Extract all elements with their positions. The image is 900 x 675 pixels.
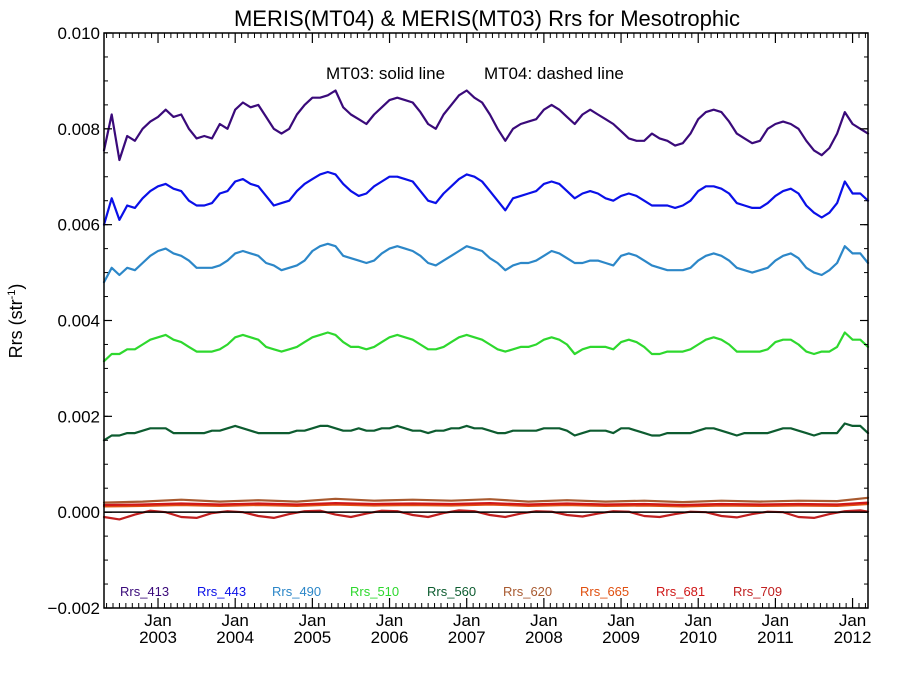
x-tick-month: Jan (839, 611, 866, 630)
x-tick-year: 2003 (139, 628, 177, 647)
x-tick-year: 2012 (834, 628, 872, 647)
series-line-rrs-490 (102, 242, 870, 284)
y-axis-label-main: Rrs (str (6, 299, 26, 358)
x-tick-year: 2006 (371, 628, 409, 647)
y-tick-label: 0.006 (57, 216, 100, 235)
legend-label-rrs-443: Rrs_443 (197, 584, 246, 599)
annotation-solid: MT03: solid line (326, 64, 445, 83)
x-tick-year: 2009 (602, 628, 640, 647)
series-line-rrs-620 (102, 496, 870, 504)
series-line-rrs-510 (102, 331, 870, 363)
x-tick-month: Jan (376, 611, 403, 630)
series-line-rrs-443 (102, 170, 870, 226)
y-tick-label: −0.002 (48, 599, 100, 618)
x-tick-year: 2007 (448, 628, 486, 647)
y-tick-label: 0.002 (57, 407, 100, 426)
chart-title: MERIS(MT04) & MERIS(MT03) Rrs for Mesotr… (234, 6, 740, 31)
legend-label-rrs-560: Rrs_560 (427, 584, 476, 599)
y-axis-label-sup: -1 (6, 290, 18, 300)
x-tick-month: Jan (685, 611, 712, 630)
series-line-rrs-413 (102, 89, 870, 162)
series-line-rrs-665 (102, 502, 870, 508)
series-line-rrs-560 (102, 422, 870, 442)
legend-label-rrs-490: Rrs_490 (272, 584, 321, 599)
x-tick-month: Jan (453, 611, 480, 630)
legend-label-rrs-681: Rrs_681 (656, 584, 705, 599)
x-tick-year: 2004 (216, 628, 254, 647)
y-tick-label: 0.004 (57, 312, 100, 331)
x-tick-month: Jan (762, 611, 789, 630)
x-tick-month: Jan (221, 611, 248, 630)
y-tick-label: 0.000 (57, 503, 100, 522)
legend-label-rrs-510: Rrs_510 (350, 584, 399, 599)
x-tick-year: 2008 (525, 628, 563, 647)
legend-label-rrs-620: Rrs_620 (503, 584, 552, 599)
annotation-dashed: MT04: dashed line (484, 64, 624, 83)
x-tick-month: Jan (607, 611, 634, 630)
series-group (102, 89, 870, 521)
series-line-rrs-681 (102, 501, 870, 507)
legend-label-rrs-413: Rrs_413 (120, 584, 169, 599)
x-tick-month: Jan (299, 611, 326, 630)
legend-label-rrs-709: Rrs_709 (733, 584, 782, 599)
y-axis-label: Rrs (str-1) (6, 284, 26, 359)
y-axis-label-end: ) (6, 284, 26, 290)
x-tick-year: 2005 (293, 628, 331, 647)
y-tick-label: 0.010 (57, 24, 100, 43)
plot-frame (103, 32, 869, 609)
x-tick-year: 2010 (679, 628, 717, 647)
legend: Rrs_413 Rrs_443 Rrs_490 Rrs_510 Rrs_560 Rrs_6… (120, 584, 782, 599)
x-tick-month: Jan (530, 611, 557, 630)
x-tick-year: 2011 (757, 628, 794, 647)
legend-label-rrs-665: Rrs_665 (580, 584, 629, 599)
ticks-group: −0.0020.0000.0020.0040.0060.0080.010Jan2… (48, 24, 872, 647)
y-tick-label: 0.008 (57, 120, 100, 139)
x-tick-month: Jan (144, 611, 171, 630)
